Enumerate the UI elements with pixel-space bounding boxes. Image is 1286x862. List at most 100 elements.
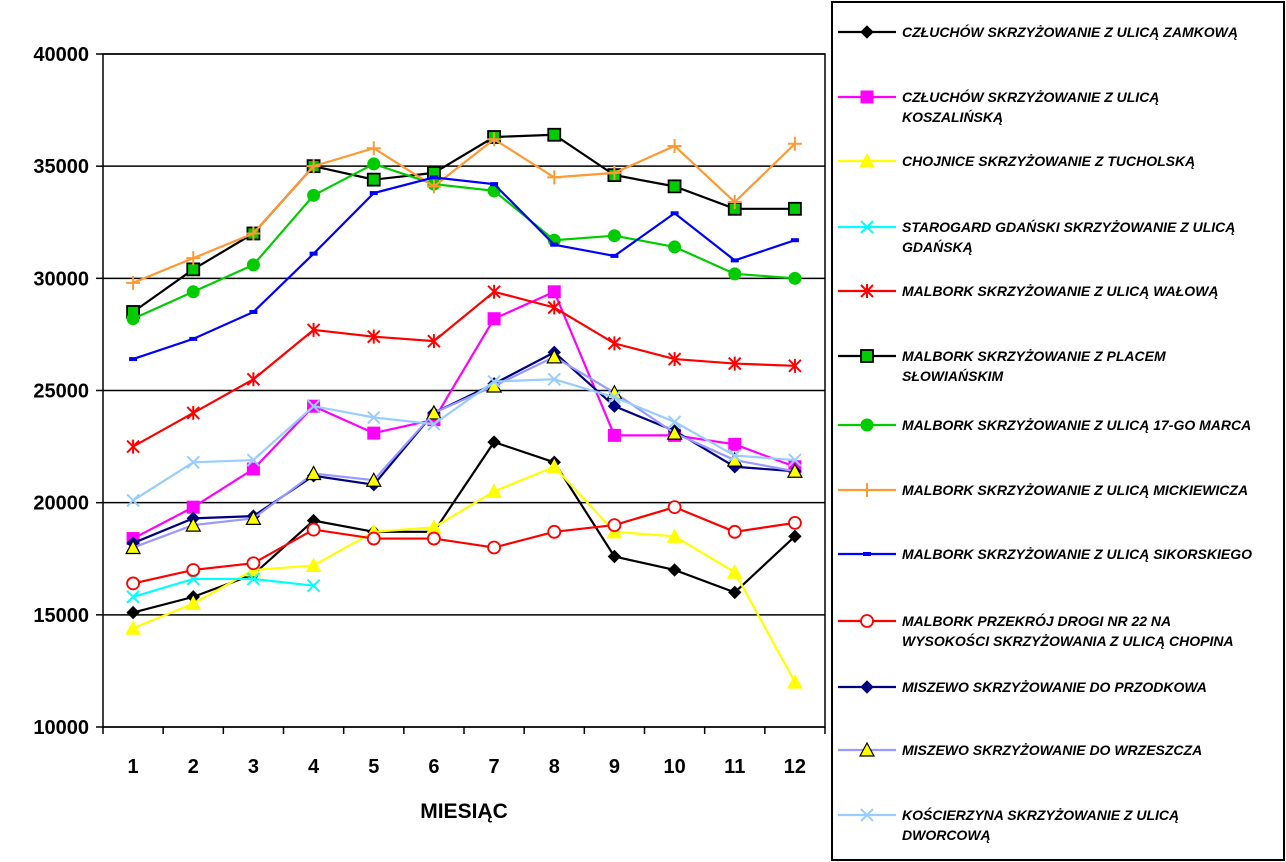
x-tick-label: 12 xyxy=(784,756,806,778)
series-line xyxy=(132,290,796,540)
data-point xyxy=(305,557,322,572)
data-point xyxy=(126,605,140,620)
x-tick-label: 2 xyxy=(188,756,199,778)
data-point xyxy=(487,284,501,299)
legend-label: MISZEWO SKRZYŻOWANIE DO PRZODKOWA xyxy=(902,679,1207,695)
series-2 xyxy=(126,285,802,546)
data-point xyxy=(858,741,876,757)
data-point xyxy=(788,453,802,467)
legend-label: CZŁUCHÓW SKRZYŻOWANIE Z ULICĄ ZAMKOWĄ xyxy=(902,23,1238,40)
data-point xyxy=(487,184,501,198)
series-13 xyxy=(126,372,802,508)
x-tick-label: 4 xyxy=(308,756,320,778)
data-point xyxy=(860,483,874,497)
legend-label: DWORCOWĄ xyxy=(902,827,991,843)
data-point xyxy=(607,549,622,564)
x-tick-label: 11 xyxy=(724,756,745,778)
data-point xyxy=(246,453,261,467)
legend-label: WYSOKOŚCI SKRZYŻOWANIA Z ULICĄ CHOPINA xyxy=(902,632,1234,649)
legend: CZŁUCHÓW SKRZYŻOWANIE Z ULICĄ ZAMKOWĄ CZŁ… xyxy=(831,1,1285,861)
data-point xyxy=(607,229,621,243)
legend-item: CZŁUCHÓW SKRZYŻOWANIE Z ULICĄ ZAMKOWĄ xyxy=(838,23,1238,40)
data-point xyxy=(727,195,742,210)
x-tick-label: 6 xyxy=(428,756,439,778)
data-point xyxy=(126,312,140,326)
data-point xyxy=(185,516,202,532)
y-tick-label: 35000 xyxy=(33,156,89,178)
x-tick-label: 7 xyxy=(489,756,500,778)
data-point xyxy=(667,500,682,515)
x-tick-label: 9 xyxy=(609,756,620,778)
data-point xyxy=(186,285,200,299)
x-axis-title: MIESIĄC xyxy=(420,800,508,823)
x-tick-label: 8 xyxy=(549,756,560,778)
data-point xyxy=(667,179,682,194)
data-point xyxy=(726,564,743,579)
legend-label: STAROGARD GDAŃSKI SKRZYŻOWANIE Z ULICĄ xyxy=(902,218,1235,235)
data-point xyxy=(860,614,874,628)
data-point xyxy=(667,563,682,577)
data-point xyxy=(427,531,441,546)
data-point xyxy=(607,165,622,180)
legend-item: STAROGARD GDAŃSKI SKRZYŻOWANIE Z ULICĄ GD… xyxy=(838,218,1235,255)
data-point xyxy=(186,563,201,577)
legend-label: MISZEWO SKRZYŻOWANIE DO WRZESZCZA xyxy=(902,742,1202,758)
series-line xyxy=(132,440,796,614)
data-point xyxy=(427,417,441,431)
legend-label: GDAŃSKĄ xyxy=(902,238,973,255)
data-point xyxy=(186,405,200,420)
data-point xyxy=(365,471,382,487)
legend-label: MALBORK PRZEKRÓJ DROGI NR 22 NA xyxy=(902,612,1171,629)
legend-label: MALBORK SKRZYŻOWANIE Z ULICĄ 17-GO MARCA xyxy=(902,417,1251,433)
data-point xyxy=(246,372,261,387)
data-point xyxy=(125,539,142,555)
data-point xyxy=(185,595,202,611)
legend-item: MALBORK PRZEKRÓJ DROGI NR 22 NA WYSOKOŚCI… xyxy=(838,612,1234,649)
data-point xyxy=(547,524,562,539)
data-point xyxy=(305,465,322,481)
legend-item: CZŁUCHÓW SKRZYŻOWANIE Z ULICĄ KOSZALIŃSKĄ xyxy=(838,88,1159,125)
series-line xyxy=(132,355,796,549)
data-point xyxy=(126,439,140,454)
data-point xyxy=(306,578,321,593)
data-point xyxy=(788,358,802,373)
series-line xyxy=(132,351,795,545)
data-point xyxy=(427,334,441,349)
data-point xyxy=(860,808,874,822)
x-tick-label: 5 xyxy=(368,756,379,778)
legend-label: MALBORK SKRZYŻOWANIE Z ULICĄ WAŁOWĄ xyxy=(902,283,1219,299)
legend-label: MALBORK SKRZYŻOWANIE Z ULICĄ MICKIEWICZA xyxy=(902,482,1248,498)
data-point xyxy=(547,372,561,386)
data-point xyxy=(788,271,802,285)
data-point xyxy=(307,188,321,202)
data-point xyxy=(786,462,803,478)
data-point xyxy=(607,399,622,413)
data-point xyxy=(728,437,742,451)
data-point xyxy=(666,528,683,543)
legend-label: MALBORK SKRZYŻOWANIE Z ULICĄ SIKORSKIEGO xyxy=(902,546,1252,562)
y-tick-label: 20000 xyxy=(33,493,89,515)
data-point xyxy=(547,170,562,185)
series-9 xyxy=(129,175,799,362)
data-point xyxy=(367,426,381,440)
y-tick-label: 30000 xyxy=(33,268,89,290)
data-point xyxy=(547,127,562,142)
data-point xyxy=(860,284,874,298)
series-line xyxy=(132,505,796,585)
series-6 xyxy=(126,127,802,319)
data-point xyxy=(246,572,261,586)
data-point xyxy=(426,179,441,194)
series-8 xyxy=(126,132,802,290)
series-line xyxy=(132,577,314,598)
legend-item: MALBORK SKRZYŻOWANIE Z ULICĄ WAŁOWĄ xyxy=(838,283,1219,299)
data-point xyxy=(788,201,802,216)
data-point xyxy=(186,455,200,469)
legend-item: KOŚCIERZYNA SKRZYŻOWANIE Z ULICĄ DWORCOWĄ xyxy=(838,806,1179,843)
data-point xyxy=(126,493,140,508)
data-point xyxy=(666,424,683,440)
data-point xyxy=(728,585,742,600)
data-point xyxy=(487,374,501,389)
series-5 xyxy=(126,284,802,454)
data-point xyxy=(306,159,321,174)
